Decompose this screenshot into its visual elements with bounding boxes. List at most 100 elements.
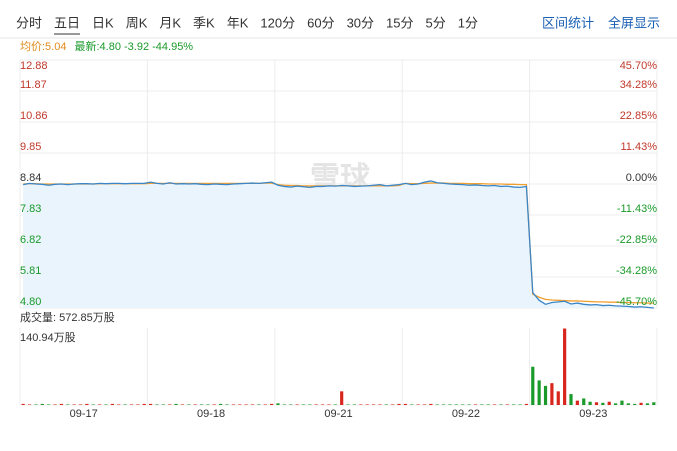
tab[interactable]: 5分 <box>426 15 446 30</box>
volume-bar <box>263 404 267 405</box>
volume-bar <box>91 404 95 405</box>
volume-bar <box>276 403 280 405</box>
volume-bar <box>512 404 516 405</box>
volume-bar <box>365 404 369 405</box>
volume-tick-label: 140.94万股 <box>20 331 76 344</box>
volume-bar <box>537 380 541 405</box>
volume-bar <box>110 403 114 405</box>
volume-bar <box>645 403 650 405</box>
volume-bar <box>575 400 579 405</box>
volume-bar <box>219 403 223 405</box>
volume-bar <box>301 404 306 405</box>
volume-bar <box>199 404 204 405</box>
x-tick-label: 09-23 <box>579 408 607 420</box>
volume-bar <box>27 404 32 405</box>
volume-bar <box>333 404 337 405</box>
volume-bar <box>85 403 89 405</box>
volume-bar <box>340 391 344 405</box>
y-tick-label: 10.86 <box>20 110 48 122</box>
volume-bar <box>550 383 554 405</box>
volume-bar <box>620 400 624 405</box>
volume-bar <box>289 404 293 405</box>
volume-bar <box>104 404 108 405</box>
volume-bar <box>448 404 452 405</box>
volume-bar <box>524 403 529 405</box>
volume-bar <box>308 404 312 405</box>
volume-bar <box>588 401 592 405</box>
tab[interactable]: 15分 <box>386 15 413 30</box>
volume-bar <box>314 404 318 405</box>
y2-tick-label: 11.43% <box>621 141 658 153</box>
link[interactable]: 区间统计 <box>542 15 594 30</box>
volume-bar <box>518 404 522 405</box>
x-tick-label: 09-18 <box>197 408 225 420</box>
volume-bar <box>78 404 83 405</box>
volume-bar <box>563 328 567 405</box>
volume-bar <box>594 402 599 405</box>
tab[interactable]: 月K <box>159 15 181 30</box>
volume-bar <box>238 404 242 405</box>
volume-bar <box>34 404 38 405</box>
volume-bar <box>142 403 146 405</box>
volume-bar <box>212 404 216 405</box>
price-line <box>23 180 654 309</box>
volume-bar <box>72 404 76 405</box>
volume-bar <box>244 404 248 405</box>
y2-tick-label: 22.85% <box>620 110 658 122</box>
tab[interactable]: 周K <box>126 15 148 30</box>
tab[interactable]: 1分 <box>458 15 478 30</box>
x-tick-label: 09-22 <box>452 408 480 420</box>
tab[interactable]: 年K <box>227 15 249 30</box>
tab[interactable]: 日K <box>92 15 114 30</box>
volume-bar <box>257 404 261 405</box>
volume-bar <box>410 404 414 405</box>
tab[interactable]: 60分 <box>307 15 334 30</box>
volume-bar <box>187 404 191 405</box>
volume-bar <box>403 403 407 405</box>
volume-bar <box>66 404 70 405</box>
volume-bar <box>371 404 376 405</box>
volume-bar <box>21 403 25 405</box>
y-tick-label: 12.88 <box>20 60 48 72</box>
tab[interactable]: 分时 <box>16 15 42 30</box>
volume-bar <box>180 404 185 405</box>
volume-bar <box>193 404 197 405</box>
volume-bar <box>384 404 388 405</box>
y2-tick-label: 0.00% <box>626 172 657 184</box>
volume-bar <box>556 391 560 405</box>
tab[interactable]: 季K <box>193 15 215 30</box>
volume-label: 成交量: 572.85万股 <box>20 310 115 324</box>
link[interactable]: 全屏显示 <box>608 15 660 30</box>
volume-bar <box>454 404 458 405</box>
tab[interactable]: 120分 <box>260 15 295 30</box>
volume-bar <box>607 401 611 405</box>
volume-bar <box>601 402 605 405</box>
volume-bar <box>582 398 586 405</box>
volume-bar <box>505 404 509 405</box>
volume-bar <box>422 404 427 405</box>
volume-bar <box>206 404 210 405</box>
volume-bar <box>473 404 478 405</box>
volume-bar <box>531 366 535 405</box>
volume-bar <box>136 404 140 405</box>
y-tick-label: 5.81 <box>20 265 41 277</box>
y-tick-label: 9.85 <box>20 141 41 153</box>
y-tick-label: 7.83 <box>20 203 41 215</box>
volume-bar <box>652 402 656 405</box>
volume-bar <box>378 404 382 405</box>
volume-bar <box>47 404 51 405</box>
volume-bar <box>359 404 363 405</box>
tab[interactable]: 30分 <box>347 15 374 30</box>
volume-bar <box>270 403 274 405</box>
volume-bar <box>98 404 102 405</box>
tab[interactable]: 五日 <box>54 15 80 30</box>
volume-bar <box>397 403 401 405</box>
y2-tick-label: -45.70% <box>616 296 657 308</box>
y2-tick-label: -11.43% <box>617 203 657 215</box>
volume-bar <box>295 404 299 405</box>
volume-bar <box>123 404 127 405</box>
volume-bar <box>499 404 503 405</box>
y2-tick-label: -22.85% <box>616 234 657 246</box>
volume-bar <box>543 385 548 405</box>
